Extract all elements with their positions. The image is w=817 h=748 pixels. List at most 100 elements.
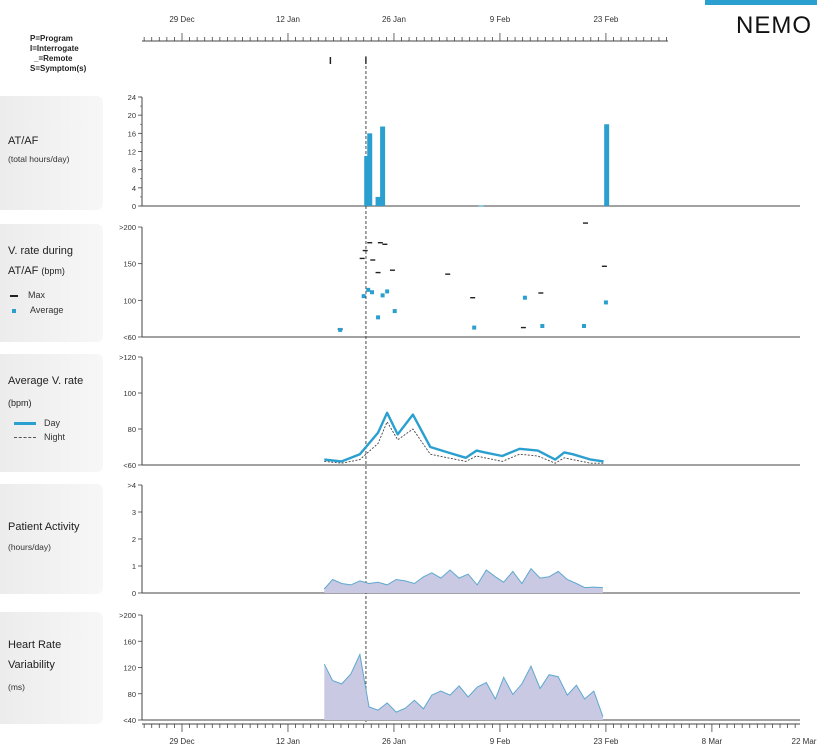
hrv-line [323, 652, 604, 717]
panel-title: Variability [8, 659, 55, 671]
panel-unit: (bpm) [8, 398, 32, 408]
legend-max: Max [10, 290, 45, 300]
y-tick-label: 20 [128, 111, 136, 120]
y-tick-label: 150 [123, 260, 136, 269]
y-tick-label: <60 [123, 461, 136, 470]
panel-title: AT/AF [8, 135, 39, 147]
panel-label-vrate: V. rate during AT/AF (bpm) Max Average [0, 224, 103, 342]
vrate-average-point [361, 294, 366, 299]
bottom-tick-label: 23 Feb [593, 737, 618, 746]
top-tick-label: 23 Feb [593, 15, 618, 24]
y-tick-label: 24 [128, 93, 136, 102]
y-tick-label: 100 [123, 389, 136, 398]
vrate-max-mark [538, 292, 544, 294]
vrate-max-mark [377, 242, 383, 244]
brand-accent-bar [705, 0, 817, 5]
atf-bar [380, 126, 386, 206]
y-tick-label: >200 [119, 223, 136, 232]
vrate-average-point [392, 309, 397, 314]
vrate-average-point [376, 315, 381, 320]
bottom-tick-label: 29 Dec [169, 737, 194, 746]
atf-bar [364, 156, 370, 206]
panel-title: Average V. rate [8, 375, 84, 387]
bottom-tick-label: 22 Mar [792, 737, 817, 746]
vrate-max-mark [601, 265, 607, 267]
legend-day: Day [14, 418, 60, 428]
vrate-average-point [385, 289, 390, 294]
panel-title: V. rate during [8, 245, 74, 257]
panel-label-atf: AT/AF (total hours/day) [0, 96, 103, 210]
y-tick-label: 100 [123, 296, 136, 305]
top-tick-label: 29 Dec [169, 15, 194, 24]
vrate-average-point [540, 324, 545, 328]
vrate-max-mark [370, 259, 376, 261]
legend-interrogate: I=Interrogate [30, 44, 79, 53]
bottom-tick-label: 8 Mar [702, 737, 723, 746]
bottom-tick-label: 12 Jan [276, 737, 300, 746]
y-tick-label: 0 [132, 202, 136, 211]
vrate-max-mark [520, 326, 526, 329]
hrv-area [324, 654, 603, 720]
top-tick-label: 9 Feb [490, 15, 511, 24]
vrate-average-point [366, 287, 371, 292]
activity-area [324, 568, 603, 593]
y-tick-label: 16 [128, 129, 136, 138]
vrate-average-point [338, 327, 343, 332]
vrate-average-point [522, 295, 527, 300]
vrate-average-point [472, 325, 477, 330]
brand-logo: NEMO [736, 12, 812, 39]
y-tick-label: >200 [119, 611, 136, 620]
y-tick-label: 4 [132, 184, 136, 193]
vrate-average-point [603, 300, 608, 305]
vrate-max-mark [445, 273, 451, 275]
day-rate-line [324, 411, 604, 463]
panel-label-activity: Patient Activity (hours/day) [0, 484, 103, 594]
atf-bar [604, 124, 610, 206]
y-tick-label: 80 [128, 425, 136, 434]
y-tick-label: >4 [127, 481, 136, 490]
bottom-tick-label: 9 Feb [490, 737, 511, 746]
vrate-max-mark [359, 257, 365, 260]
panel-title: AT/AF (bpm) [8, 265, 65, 277]
legend-symptoms: S=Symptom(s) [30, 64, 87, 73]
y-tick-label: <40 [123, 716, 136, 725]
legend-remote: _=Remote [34, 54, 73, 63]
vrate-max-mark [367, 242, 373, 244]
vrate-max-mark [470, 297, 476, 299]
top-tick-label: 12 Jan [276, 15, 300, 24]
vrate-max-mark [362, 249, 368, 252]
legend-night: Night [14, 432, 65, 442]
event-marker-interrogate: I [329, 56, 332, 67]
vrate-average-point [581, 324, 586, 328]
activity-line [323, 567, 603, 590]
y-tick-label: 80 [128, 690, 136, 699]
atf-bar [375, 196, 381, 206]
y-tick-label: <60 [123, 333, 136, 342]
vrate-max-mark [582, 222, 588, 224]
y-tick-label: 120 [123, 664, 136, 673]
y-tick-label: 160 [123, 637, 136, 646]
panel-title: Heart Rate [8, 639, 62, 651]
panel-label-hrv: Heart Rate Variability (ms) [0, 612, 103, 724]
panel-subtitle: (total hours/day) [8, 154, 70, 164]
y-tick-label: 1 [132, 562, 136, 571]
y-tick-label: 3 [132, 508, 136, 517]
legend-average: Average [10, 305, 63, 315]
vrate-average-point [370, 290, 375, 295]
y-tick-label: >120 [119, 353, 136, 362]
vrate-max-mark [389, 269, 395, 271]
y-tick-label: 8 [132, 166, 136, 175]
vrate-max-mark [382, 243, 388, 245]
panel-label-avgv: Average V. rate (bpm) Day Night [0, 354, 103, 472]
bottom-tick-label: 26 Jan [382, 737, 406, 746]
y-tick-label: 2 [132, 535, 136, 544]
event-legend: P=Program I=Interrogate _=Remote S=Sympt… [30, 34, 86, 74]
panel-unit: (ms) [8, 682, 25, 692]
atf-bar [478, 205, 484, 207]
vrate-average-point [380, 293, 385, 298]
y-tick-label: 0 [132, 589, 136, 598]
legend-program: P=Program [30, 34, 73, 43]
night-rate-line [324, 420, 604, 464]
atf-bar [367, 133, 373, 206]
